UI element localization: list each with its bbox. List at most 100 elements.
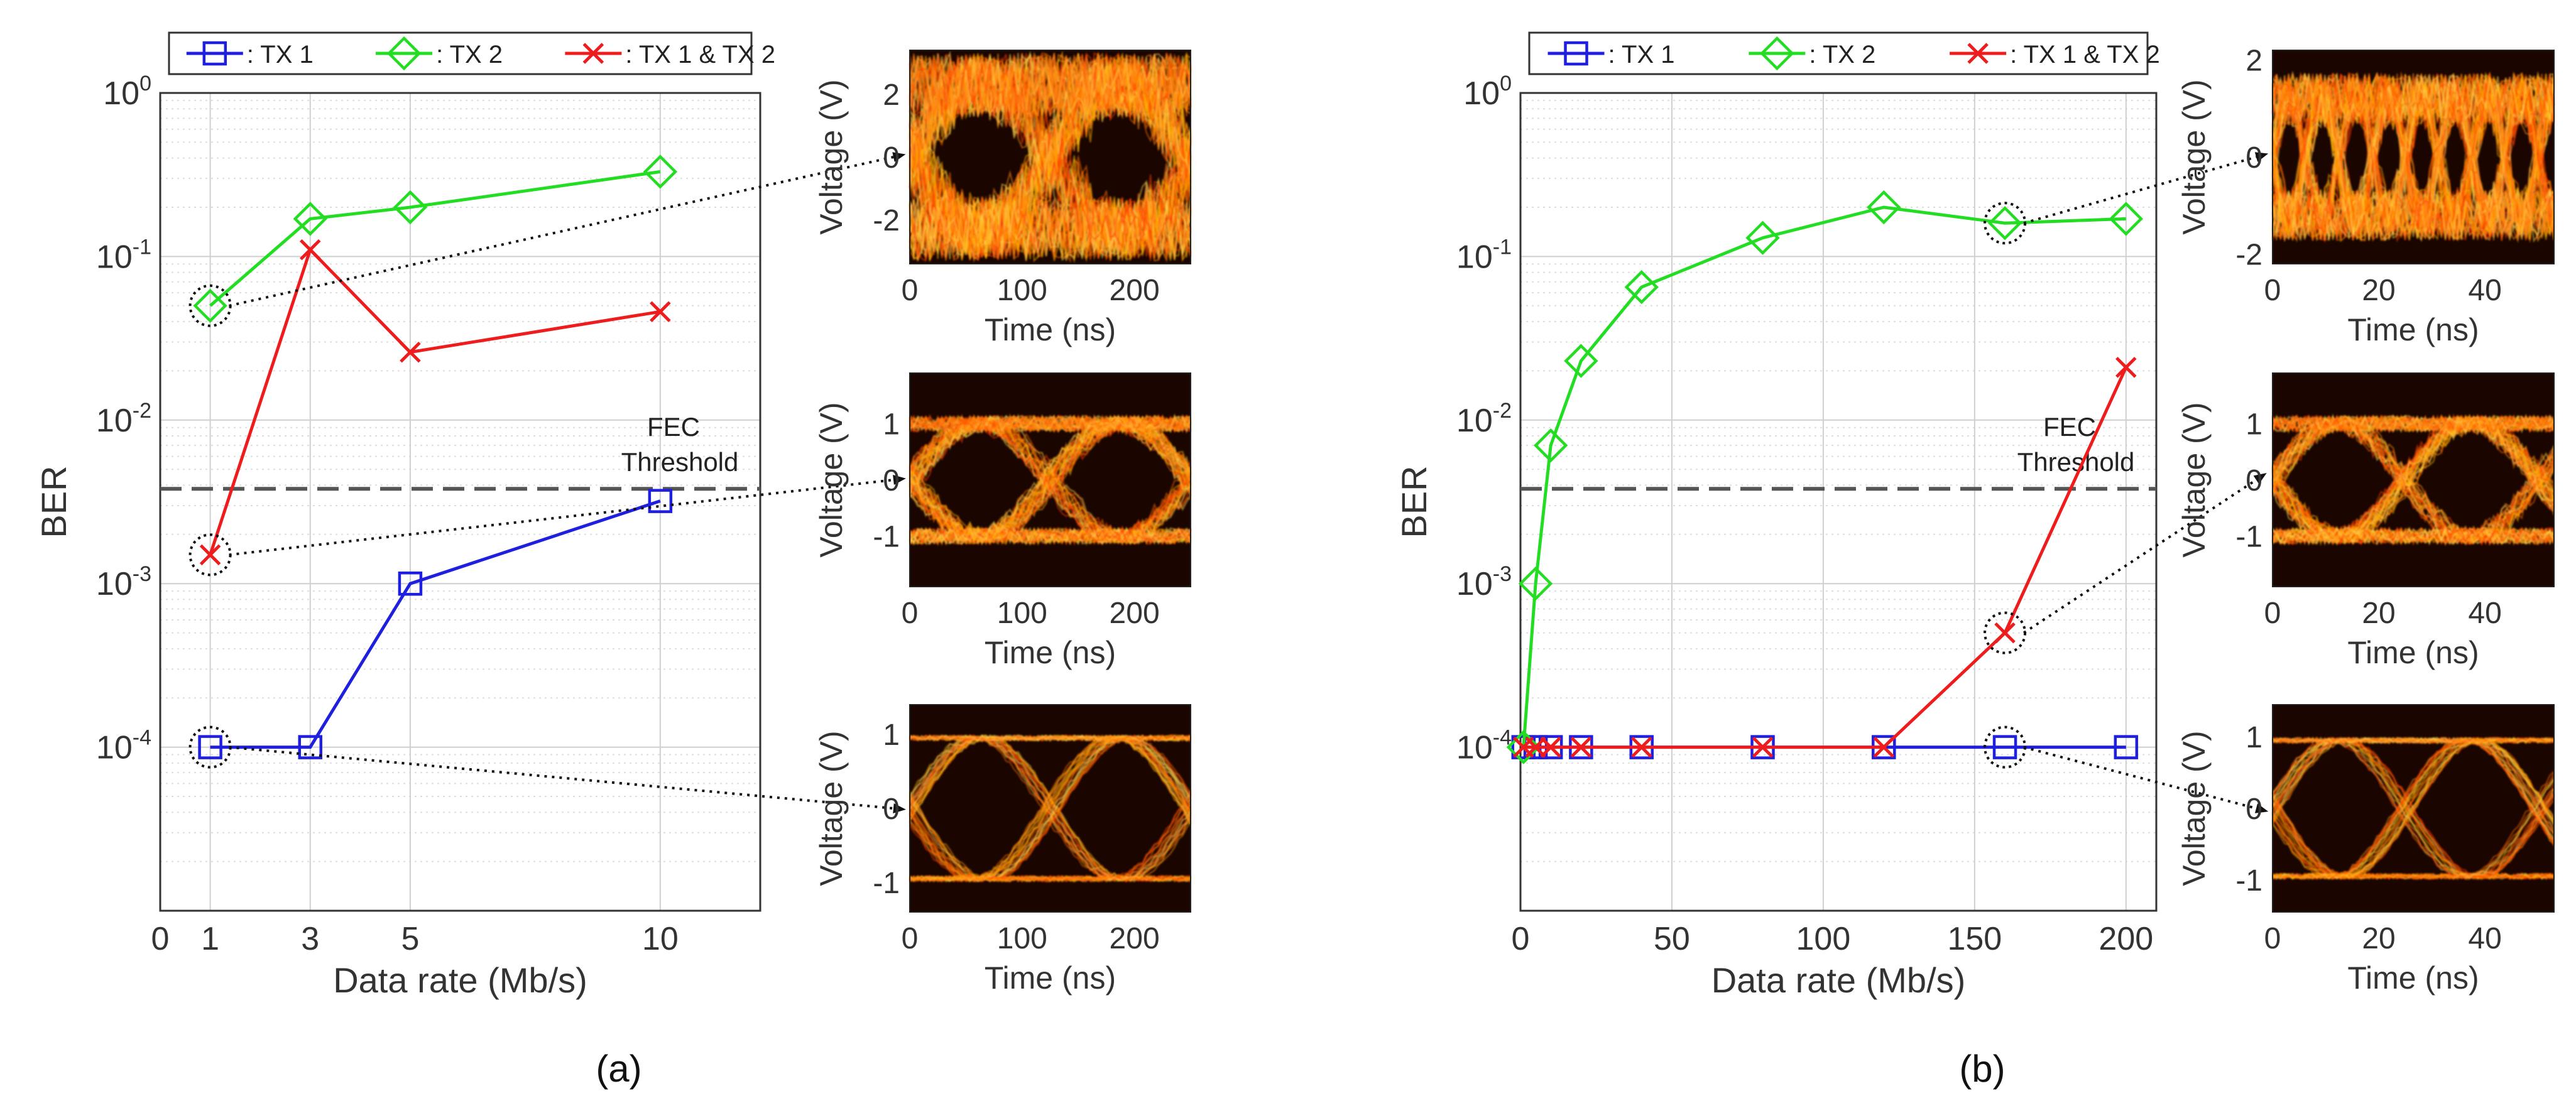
legend-label: : TX 2 bbox=[436, 41, 503, 68]
grid bbox=[1520, 92, 2156, 911]
eye-y-tick-label: 2 bbox=[2246, 44, 2262, 77]
eye-x-tick-label: 0 bbox=[2264, 922, 2281, 955]
legend-label: : TX 1 bbox=[1608, 41, 1675, 68]
legend-box bbox=[1528, 31, 2149, 75]
x-tick-label: 100 bbox=[1796, 921, 1851, 957]
eye-frame bbox=[2272, 704, 2555, 913]
data-point bbox=[2115, 357, 2137, 378]
data-point bbox=[400, 341, 421, 363]
eye-trace bbox=[909, 734, 1191, 881]
eye-y-tick-label: 0 bbox=[2246, 464, 2262, 497]
x-tick-label: 0 bbox=[151, 921, 170, 957]
eye-y-axis-label: Voltage (V) bbox=[2176, 79, 2212, 234]
eye-trace bbox=[909, 57, 1192, 259]
legend: : TX 1: TX 2: TX 1 & TX 2 bbox=[168, 31, 775, 75]
eye-trace bbox=[2271, 76, 2555, 242]
arrow-head bbox=[893, 475, 906, 485]
data-point bbox=[293, 202, 327, 236]
eye-trace bbox=[2272, 414, 2555, 545]
eye-x-tick-label: 100 bbox=[997, 922, 1047, 955]
eye-y-tick-label: -1 bbox=[873, 520, 900, 553]
y-tick-label: 10-2 bbox=[96, 399, 151, 439]
eye-trace bbox=[2272, 413, 2555, 484]
data-point bbox=[1570, 736, 1592, 758]
eye-x-tick-label: 0 bbox=[902, 922, 919, 955]
eye-x-tick-label: 20 bbox=[2362, 597, 2395, 630]
eye-diagram: -2 0 2 0 100 200 Time (ns) Voltage (V) bbox=[814, 50, 1192, 347]
eye-traces bbox=[909, 413, 1192, 546]
eye-trace bbox=[2272, 739, 2555, 880]
eye-traces bbox=[909, 50, 1192, 263]
eye-trace bbox=[909, 478, 1191, 545]
data-point bbox=[193, 288, 227, 323]
eye-x-tick-label: 40 bbox=[2468, 597, 2501, 630]
eye-y-tick-label: -1 bbox=[873, 867, 900, 900]
eye-trace bbox=[909, 127, 1192, 258]
eye-trace bbox=[2271, 73, 2555, 241]
legend-label: : TX 1 & TX 2 bbox=[625, 41, 775, 68]
data-point bbox=[1518, 567, 1553, 601]
data-point bbox=[1630, 736, 1652, 758]
series-line bbox=[1522, 205, 2126, 747]
legend-label: : TX 1 & TX 2 bbox=[2010, 41, 2160, 68]
annotation-arrow bbox=[229, 156, 894, 307]
eye-trace bbox=[2272, 737, 2555, 833]
eye-trace bbox=[2272, 739, 2555, 879]
data-point bbox=[648, 489, 673, 513]
x-tick-label: 3 bbox=[301, 921, 319, 957]
eye-x-tick-label: 0 bbox=[902, 597, 919, 630]
data-point bbox=[1534, 428, 1568, 463]
series-line bbox=[1523, 366, 2128, 749]
eye-x-tick-label: 0 bbox=[902, 274, 919, 307]
eye-x-axis-label: Time (ns) bbox=[985, 312, 1116, 347]
data-point bbox=[1752, 736, 1774, 758]
x-tick-label: 1 bbox=[201, 921, 219, 957]
eye-x-tick-label: 40 bbox=[2468, 922, 2501, 955]
arrow-head bbox=[2253, 473, 2267, 484]
eye-y-axis-label: Voltage (V) bbox=[814, 730, 849, 886]
eye-y-axis-label: Voltage (V) bbox=[2176, 730, 2212, 886]
arrow-head bbox=[2254, 152, 2269, 162]
eye-trace bbox=[909, 418, 1191, 545]
x-tick-label: 200 bbox=[2098, 921, 2153, 957]
eye-trace bbox=[2272, 737, 2555, 880]
eye-x-axis-label: Time (ns) bbox=[2347, 960, 2479, 996]
eye-trace bbox=[2272, 415, 2555, 509]
eye-y-tick-label: 1 bbox=[2246, 721, 2262, 754]
eye-trace bbox=[2272, 737, 2555, 880]
y-tick-label: 10-2 bbox=[1456, 399, 1512, 439]
series-line bbox=[210, 499, 661, 749]
eye-y-tick-label: 1 bbox=[2246, 408, 2262, 442]
eye-trace bbox=[2272, 740, 2555, 880]
eye-trace bbox=[909, 60, 1192, 255]
eye-y-axis-label: Voltage (V) bbox=[2176, 402, 2212, 557]
eye-frame bbox=[909, 372, 1191, 587]
legend-marker bbox=[202, 41, 227, 66]
y-tick-label: 100 bbox=[1463, 72, 1512, 112]
y-tick-label: 10-4 bbox=[96, 726, 151, 766]
eye-trace bbox=[2271, 72, 2555, 243]
eye-trace bbox=[2271, 414, 2555, 433]
eye-x-tick-label: 20 bbox=[2362, 274, 2395, 307]
plot-frame bbox=[159, 92, 761, 912]
data-point bbox=[1994, 622, 2016, 644]
data-point bbox=[1624, 269, 1659, 305]
y-tick-label: 10-4 bbox=[1456, 726, 1512, 766]
data-point bbox=[198, 735, 222, 759]
eye-x-tick-label: 200 bbox=[1110, 597, 1160, 630]
annotation-arrow bbox=[2023, 746, 2257, 810]
y-axis-label: BER bbox=[1394, 465, 1434, 538]
x-axis-label: Data rate (Mb/s) bbox=[333, 960, 587, 1000]
y-tick-label: 10-1 bbox=[96, 235, 151, 275]
x-tick-label: 0 bbox=[1512, 921, 1530, 957]
eye-x-tick-label: 100 bbox=[997, 597, 1047, 630]
legend-marker bbox=[1564, 41, 1588, 66]
eye-trace bbox=[2271, 72, 2555, 237]
data-point bbox=[650, 301, 671, 322]
arrow-head bbox=[2254, 803, 2269, 813]
